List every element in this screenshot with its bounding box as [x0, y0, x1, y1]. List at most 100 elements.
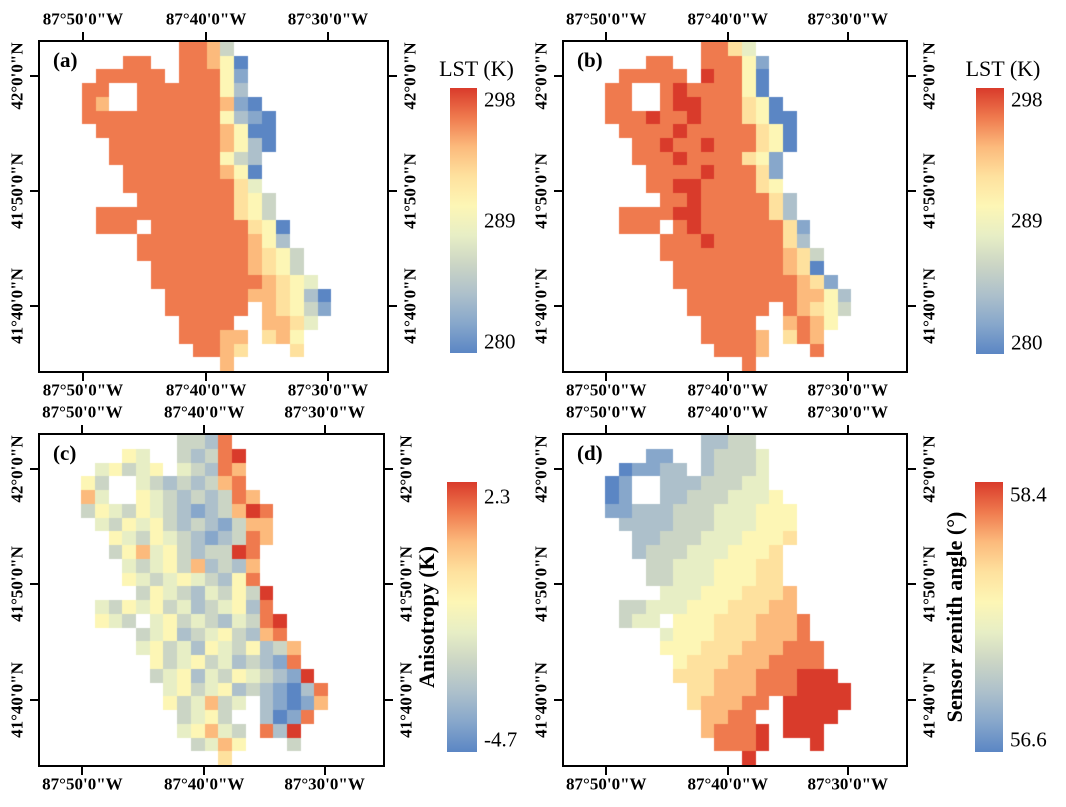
- y-tick-label-right: 41°50'0"N: [919, 152, 939, 229]
- y-tick-label-left: 41°40'0"N: [531, 267, 551, 344]
- y-tick-label-left: 41°50'0"N: [7, 152, 27, 229]
- y-tick-mark: [908, 582, 916, 585]
- x-tick-mark: [726, 32, 729, 40]
- y-tick-label-left: 42°0'0"N: [531, 435, 551, 503]
- x-tick-mark: [203, 425, 206, 433]
- colorbar-title: Anisotropy (K): [414, 546, 439, 688]
- panel-b-raster: [564, 42, 906, 371]
- panel-b-plot: [562, 40, 908, 373]
- colorbar-tick-label: 289: [1011, 208, 1043, 233]
- y-tick-mark: [554, 582, 562, 585]
- y-tick-label-right: 41°50'0"N: [396, 546, 416, 622]
- y-tick-mark: [554, 189, 562, 192]
- x-tick-label-top: 87°40'0"W: [687, 402, 768, 422]
- y-tick-mark: [908, 189, 916, 192]
- y-tick-mark: [30, 698, 38, 701]
- y-tick-label-left: 41°40'0"N: [7, 661, 27, 738]
- colorbar-tick-label: 58.4: [1010, 482, 1047, 507]
- x-tick-mark: [726, 425, 729, 433]
- panel-d-plot: [562, 433, 908, 767]
- x-tick-mark: [846, 425, 849, 433]
- x-tick-mark: [205, 373, 208, 381]
- panel-d-raster: [564, 435, 906, 765]
- y-tick-label-left: 41°40'0"N: [531, 661, 551, 738]
- x-tick-mark: [846, 32, 849, 40]
- colorbar-tick-label: 56.6: [1010, 727, 1047, 752]
- panel-c-plot: [38, 433, 385, 767]
- x-tick-label-bottom: 87°30'0"W: [284, 774, 365, 794]
- x-tick-mark: [326, 373, 329, 381]
- x-tick-label-top: 87°50'0"W: [42, 9, 124, 29]
- x-tick-label-top: 87°30'0"W: [807, 9, 889, 29]
- colorbar-tick-label: -4.7: [484, 727, 518, 752]
- y-tick-mark: [30, 304, 38, 307]
- y-tick-label-left: 41°50'0"N: [531, 546, 551, 622]
- panel-a-raster: [40, 42, 387, 371]
- y-tick-mark: [30, 189, 38, 192]
- y-tick-label-left: 41°50'0"N: [7, 546, 27, 622]
- y-tick-mark: [30, 468, 38, 471]
- y-tick-mark: [385, 698, 393, 701]
- x-tick-mark: [203, 767, 206, 775]
- x-tick-mark: [205, 32, 208, 40]
- x-tick-label-top: 87°30'0"W: [287, 9, 369, 29]
- y-tick-mark: [385, 468, 393, 471]
- y-tick-label-right: 41°40'0"N: [396, 661, 416, 738]
- y-tick-label-left: 42°0'0"N: [7, 42, 27, 110]
- panel-c-colorbar: [447, 482, 477, 752]
- x-tick-mark: [326, 32, 329, 40]
- x-tick-mark: [605, 32, 608, 40]
- x-tick-label-bottom: 87°40'0"W: [687, 774, 768, 794]
- x-tick-label-bottom: 87°40'0"W: [687, 380, 768, 400]
- x-tick-label-top: 87°40'0"W: [165, 9, 247, 29]
- x-tick-label-bottom: 87°40'0"W: [165, 380, 247, 400]
- y-tick-mark: [389, 74, 397, 77]
- x-tick-mark: [81, 767, 84, 775]
- panel-a-plot: [38, 40, 389, 373]
- y-tick-label-right: 41°40'0"N: [919, 267, 939, 344]
- x-tick-label-bottom: 87°50'0"W: [42, 380, 124, 400]
- y-tick-mark: [389, 304, 397, 307]
- x-tick-mark: [81, 32, 84, 40]
- y-tick-label-left: 42°0'0"N: [531, 42, 551, 110]
- colorbar-tick-label: 289: [484, 208, 516, 232]
- y-tick-mark: [908, 468, 916, 471]
- x-tick-label-bottom: 87°30'0"W: [807, 774, 889, 794]
- colorbar-tick-label: 298: [484, 87, 516, 112]
- x-tick-mark: [605, 425, 608, 433]
- y-tick-label-right: 42°0'0"N: [919, 435, 939, 503]
- x-tick-label-bottom: 87°50'0"W: [566, 774, 647, 794]
- x-tick-label-top: 87°30'0"W: [284, 402, 365, 422]
- colorbar-tick-label: 280: [1011, 330, 1043, 355]
- x-tick-mark: [605, 373, 608, 381]
- y-tick-label-right: 41°40'0"N: [400, 267, 420, 344]
- x-tick-label-top: 87°50'0"W: [566, 402, 647, 422]
- y-tick-label-left: 41°50'0"N: [531, 152, 551, 229]
- y-tick-mark: [908, 74, 916, 77]
- panel-a-colorbar: [450, 88, 477, 353]
- y-tick-mark: [554, 304, 562, 307]
- x-tick-label-bottom: 87°50'0"W: [42, 774, 123, 794]
- colorbar-title: LST (K): [439, 56, 514, 81]
- colorbar-tick-label: 2.3: [484, 484, 511, 509]
- x-tick-label-top: 87°50'0"W: [566, 9, 647, 29]
- y-tick-mark: [554, 698, 562, 701]
- y-tick-label-right: 42°0'0"N: [396, 435, 416, 503]
- x-tick-mark: [323, 767, 326, 775]
- x-tick-mark: [846, 767, 849, 775]
- panel-c-label: (c): [53, 441, 77, 465]
- x-tick-label-bottom: 87°40'0"W: [163, 774, 245, 794]
- x-tick-label-top: 87°50'0"W: [42, 402, 123, 422]
- y-tick-mark: [389, 189, 397, 192]
- panel-c-raster: [40, 435, 383, 765]
- x-tick-label-bottom: 87°50'0"W: [566, 380, 647, 400]
- x-tick-mark: [726, 767, 729, 775]
- x-tick-label-bottom: 87°30'0"W: [807, 380, 889, 400]
- y-tick-label-right: 41°50'0"N: [919, 546, 939, 622]
- y-tick-mark: [385, 582, 393, 585]
- y-tick-mark: [554, 468, 562, 471]
- x-tick-label-top: 87°40'0"W: [687, 9, 768, 29]
- y-tick-mark: [908, 698, 916, 701]
- x-tick-mark: [323, 425, 326, 433]
